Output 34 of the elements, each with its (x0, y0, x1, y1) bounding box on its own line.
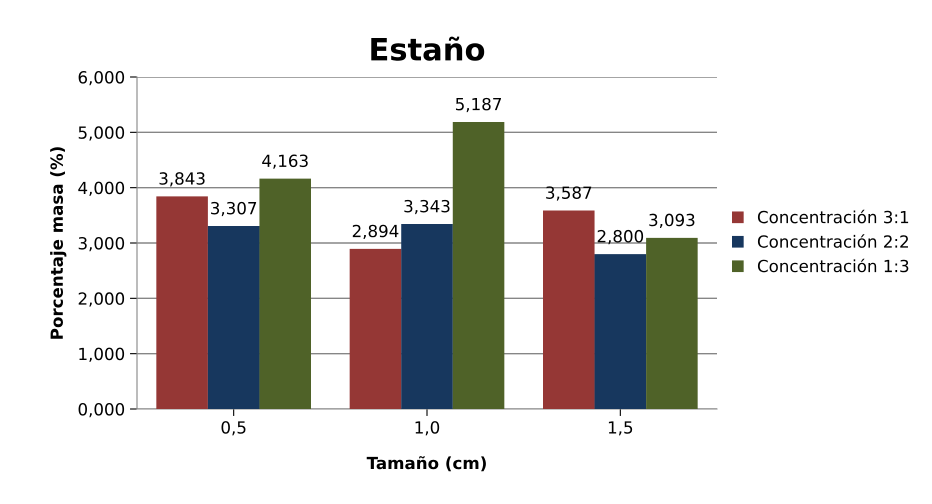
x-axis-title: Tamaño (cm) (366, 456, 486, 472)
bar (208, 226, 260, 409)
y-tick-label: 3,000 (78, 236, 124, 252)
data-label: 3,307 (211, 202, 256, 216)
y-tick-label: 2,000 (78, 292, 124, 307)
bar (350, 248, 402, 409)
x-tick-label: 0,5 (222, 421, 246, 436)
y-tick-label: 1,000 (79, 348, 124, 362)
data-label: 5,187 (456, 98, 501, 112)
bar (452, 122, 504, 409)
data-label: 3,343 (404, 200, 450, 214)
data-label: 3,843 (160, 172, 205, 186)
bar (594, 254, 646, 409)
bar (401, 224, 453, 409)
data-label: 4,163 (262, 154, 308, 169)
bar (259, 178, 311, 409)
data-label: 2,894 (352, 224, 398, 240)
legend-label: Concentración 3:1 (758, 210, 908, 224)
legend-label: Concentración 2:2 (758, 234, 908, 248)
bar (543, 210, 595, 409)
chart-title: Estaño (371, 36, 484, 61)
y-axis-title: Porcentaje masa (%) (50, 147, 66, 339)
y-tick-label: 0,000 (78, 402, 124, 418)
x-tick-label: 1,5 (608, 421, 632, 436)
y-tick-label: 4,000 (78, 182, 124, 196)
legend-label: Concentración 1:3 (758, 258, 908, 272)
y-tick-label: 5,000 (78, 126, 124, 141)
data-label: 2,800 (598, 230, 644, 244)
data-label: 3,093 (649, 214, 694, 228)
data-label: 3,587 (546, 186, 592, 201)
y-tick-label: 6,000 (78, 70, 124, 86)
bar (646, 238, 698, 409)
x-tick-label: 1,0 (416, 421, 440, 436)
bar (156, 196, 208, 409)
